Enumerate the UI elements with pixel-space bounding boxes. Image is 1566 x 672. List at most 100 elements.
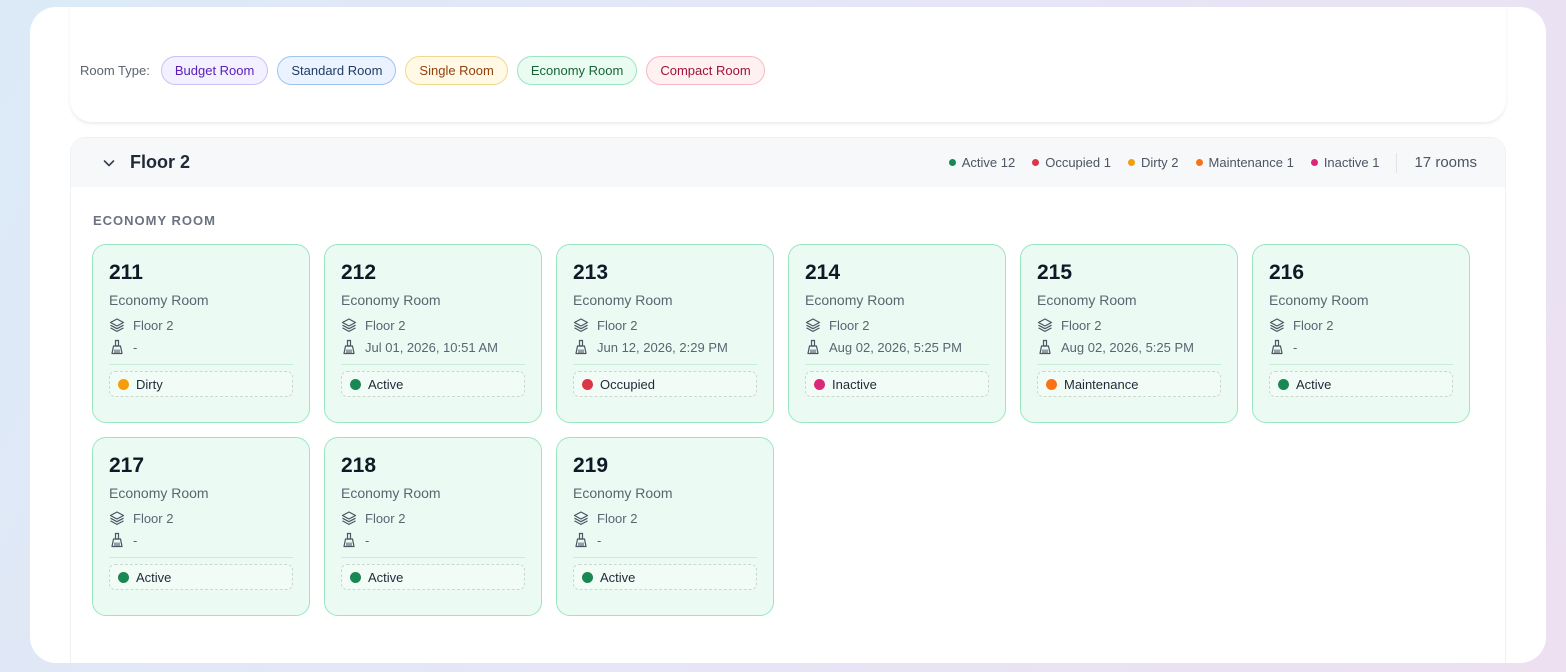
room-card-214[interactable]: 214 Economy Room Floor 2 Aug 02, 2026, 5… (788, 244, 1006, 423)
layers-icon (109, 511, 125, 525)
room-cleaned-text: Jul 01, 2026, 10:51 AM (365, 339, 498, 355)
room-floor-text: Floor 2 (133, 317, 174, 333)
room-cleaned: - (1269, 339, 1453, 355)
chip-compact-room[interactable]: Compact Room (646, 55, 765, 85)
chip-budget-room[interactable]: Budget Room (160, 55, 269, 85)
room-card-217[interactable]: 217 Economy Room Floor 2 - Active (92, 437, 310, 616)
room-type: Economy Room (109, 292, 209, 308)
stat-label: Maintenance 1 (1208, 155, 1294, 170)
room-status: Maintenance (1037, 371, 1221, 397)
status-dot (582, 571, 593, 583)
status-dot (350, 571, 361, 583)
room-number: 214 (805, 261, 841, 284)
room-cleaned: - (109, 339, 293, 355)
status-dot (350, 378, 361, 390)
room-status-text: Inactive (832, 376, 877, 392)
room-floor: Floor 2 (109, 510, 293, 526)
room-cleaned-text: Aug 02, 2026, 5:25 PM (829, 339, 962, 355)
room-status: Inactive (805, 371, 989, 397)
room-type: Economy Room (805, 292, 905, 308)
room-cleaned: - (573, 532, 757, 548)
room-floor: Floor 2 (1269, 317, 1453, 333)
card-divider (573, 364, 757, 365)
status-dot (1278, 378, 1289, 390)
room-number: 218 (341, 454, 377, 477)
room-card-213[interactable]: 213 Economy Room Floor 2 Jun 12, 2026, 2… (556, 244, 774, 423)
room-status-text: Active (368, 376, 404, 392)
chip-single-room[interactable]: Single Room (405, 55, 508, 85)
room-status-text: Active (136, 569, 172, 585)
room-card-215[interactable]: 215 Economy Room Floor 2 Aug 02, 2026, 5… (1020, 244, 1238, 423)
room-status: Active (341, 564, 525, 590)
status-dot (118, 571, 129, 583)
stat-label: Active 12 (961, 155, 1016, 170)
room-status: Active (1269, 371, 1453, 397)
room-floor-text: Floor 2 (829, 317, 870, 333)
status-dot (1046, 378, 1057, 390)
room-card-212[interactable]: 212 Economy Room Floor 2 Jul 01, 2026, 1… (324, 244, 542, 423)
room-status: Occupied (573, 371, 757, 397)
broom-icon (807, 339, 819, 355)
room-card-211[interactable]: 211 Economy Room Floor 2 - Dirty (92, 244, 310, 423)
room-floor-text: Floor 2 (1293, 317, 1334, 333)
status-dot (1195, 159, 1203, 166)
layers-icon (573, 318, 589, 332)
card-divider (573, 557, 757, 558)
room-number: 212 (341, 261, 377, 284)
room-card-219[interactable]: 219 Economy Room Floor 2 - Active (556, 437, 774, 616)
broom-icon (111, 532, 123, 548)
broom-icon (575, 532, 587, 548)
chip-standard-room[interactable]: Standard Room (277, 55, 397, 85)
room-type: Economy Room (573, 292, 673, 308)
room-type: Economy Room (1037, 292, 1137, 308)
status-summary: Active 12 Occupied 1 Dirty 2 Maintenance… (932, 152, 1477, 173)
room-floor: Floor 2 (1037, 317, 1221, 333)
stat-occupied: Occupied 1 (1032, 155, 1111, 170)
main-panel: Room Type: Budget Room Standard Room Sin… (30, 7, 1546, 663)
room-cleaned-text: - (133, 339, 138, 355)
chevron-down-icon[interactable] (101, 155, 117, 171)
room-card-216[interactable]: 216 Economy Room Floor 2 - Active (1252, 244, 1470, 423)
room-number: 217 (109, 454, 145, 477)
broom-icon (343, 339, 355, 355)
card-divider (109, 364, 293, 365)
stat-label: Dirty 2 (1140, 155, 1179, 170)
room-status-text: Occupied (600, 376, 655, 392)
card-divider (1269, 364, 1453, 365)
room-cleaned-text: - (133, 532, 138, 548)
layers-icon (1269, 318, 1285, 332)
room-status-text: Active (600, 569, 636, 585)
room-floor: Floor 2 (109, 317, 293, 333)
room-number: 211 (109, 261, 143, 284)
group-label: ECONOMY ROOM (93, 213, 216, 228)
room-cleaned-text: Jun 12, 2026, 2:29 PM (597, 339, 728, 355)
stat-label: Inactive 1 (1323, 155, 1380, 170)
broom-icon (575, 339, 587, 355)
stat-divider (1396, 152, 1398, 173)
status-dot (1032, 159, 1040, 166)
room-floor-text: Floor 2 (597, 317, 638, 333)
room-floor: Floor 2 (341, 317, 525, 333)
room-cleaned-text: - (597, 532, 602, 548)
layers-icon (805, 318, 821, 332)
layers-icon (341, 511, 357, 525)
room-card-218[interactable]: 218 Economy Room Floor 2 - Active (324, 437, 542, 616)
stat-label: Occupied 1 (1045, 155, 1111, 170)
room-status-text: Dirty (136, 376, 163, 392)
room-number: 213 (573, 261, 609, 284)
room-cleaned: Aug 02, 2026, 5:25 PM (805, 339, 989, 355)
room-cleaned: Jun 12, 2026, 2:29 PM (573, 339, 757, 355)
chip-economy-room[interactable]: Economy Room (516, 55, 638, 85)
broom-icon (1271, 339, 1283, 355)
floor-header[interactable]: Floor 2 Active 12 Occupied 1 Dirty 2 Mai… (71, 138, 1505, 187)
stat-inactive: Inactive 1 (1310, 155, 1380, 170)
room-status: Active (573, 564, 757, 590)
card-divider (341, 557, 525, 558)
stat-maintenance: Maintenance 1 (1195, 155, 1294, 170)
room-cleaned-text: - (365, 532, 370, 548)
room-type-filter: Room Type: Budget Room Standard Room Sin… (80, 55, 765, 85)
stat-active: Active 12 (948, 155, 1016, 170)
room-number: 216 (1269, 261, 1305, 284)
room-number: 215 (1037, 261, 1073, 284)
room-type: Economy Room (1269, 292, 1369, 308)
